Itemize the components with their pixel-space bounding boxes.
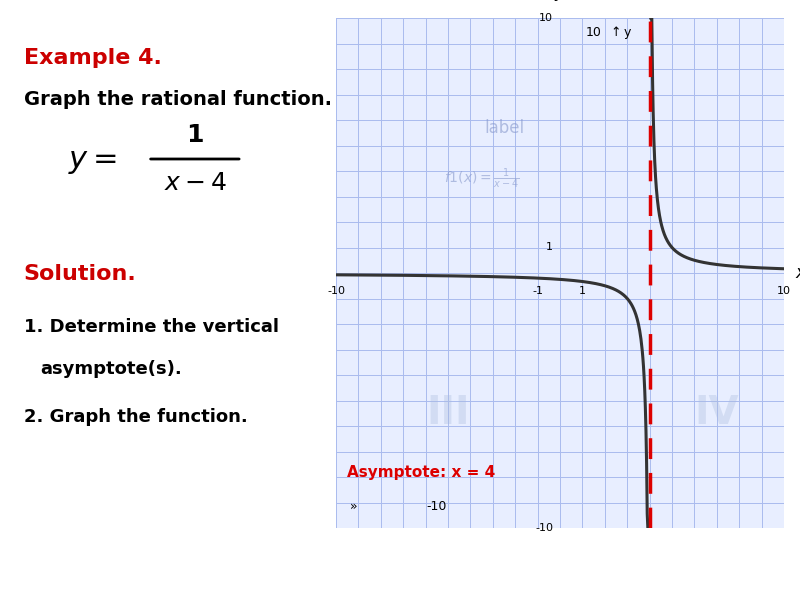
Text: Example 4.: Example 4. bbox=[23, 48, 162, 68]
Text: 10: 10 bbox=[539, 13, 554, 23]
Text: -10: -10 bbox=[535, 523, 554, 533]
Text: 1: 1 bbox=[546, 242, 554, 253]
Text: 1: 1 bbox=[579, 286, 586, 296]
Text: label: label bbox=[484, 119, 524, 137]
Text: III: III bbox=[426, 394, 470, 432]
Text: IV: IV bbox=[694, 394, 739, 432]
Text: -10: -10 bbox=[327, 286, 345, 296]
Text: $f1(x)=\frac{1}{x-4}$: $f1(x)=\frac{1}{x-4}$ bbox=[444, 167, 519, 191]
Text: Solution.: Solution. bbox=[23, 264, 136, 284]
Text: 1. Determine the vertical: 1. Determine the vertical bbox=[23, 318, 278, 336]
Text: $\mathit{x}-4$: $\mathit{x}-4$ bbox=[163, 171, 226, 195]
Text: asymptote(s).: asymptote(s). bbox=[40, 360, 182, 378]
Text: 2. Graph the function.: 2. Graph the function. bbox=[23, 408, 247, 426]
Text: -10: -10 bbox=[426, 500, 447, 513]
Text: Graph the rational function.: Graph the rational function. bbox=[23, 90, 331, 109]
Text: $\uparrow$y: $\uparrow$y bbox=[608, 24, 633, 41]
Text: $x$: $x$ bbox=[795, 264, 800, 282]
Text: »: » bbox=[350, 500, 358, 513]
Text: -1: -1 bbox=[532, 286, 543, 296]
Text: Asymptote: x = 4: Asymptote: x = 4 bbox=[347, 465, 495, 480]
Text: 10: 10 bbox=[777, 286, 791, 296]
Text: $y$: $y$ bbox=[554, 0, 566, 3]
Text: $\mathit{y}=$: $\mathit{y}=$ bbox=[69, 148, 118, 176]
Text: 10: 10 bbox=[586, 26, 602, 39]
Text: $\mathbf{1}$: $\mathbf{1}$ bbox=[186, 123, 204, 147]
